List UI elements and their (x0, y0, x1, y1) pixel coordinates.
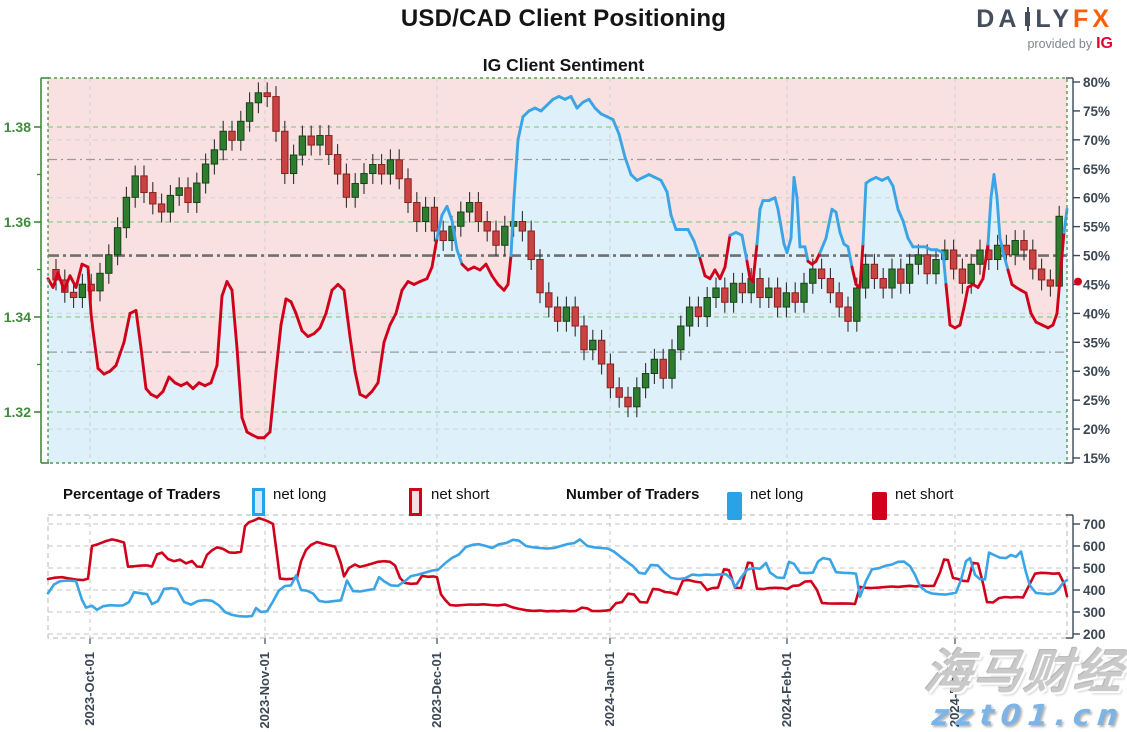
net-long-line-swatch (727, 492, 742, 520)
svg-text:30%: 30% (1083, 364, 1110, 379)
svg-text:60%: 60% (1083, 191, 1110, 206)
svg-text:2024-Feb-01: 2024-Feb-01 (779, 652, 794, 727)
sentiment-line-layer (46, 95, 1069, 440)
svg-text:40%: 40% (1083, 306, 1110, 321)
svg-text:700: 700 (1083, 517, 1106, 532)
logo-text-fx: FX (1073, 5, 1113, 33)
axes-layer: 1.38 1.36 1.34 1.32 80% 75% 70% 65% 60% 55% 50% 45%… (4, 75, 1110, 466)
sentiment-fill-layer (48, 78, 1067, 463)
svg-text:75%: 75% (1083, 104, 1110, 119)
svg-text:70%: 70% (1083, 133, 1110, 148)
svg-text:80%: 80% (1083, 75, 1110, 90)
svg-text:50%: 50% (1083, 249, 1110, 264)
svg-text:1.32: 1.32 (4, 404, 31, 420)
svg-text:600: 600 (1083, 539, 1106, 554)
legend-title-number: Number of Traders (566, 485, 700, 503)
legend: Percentage of Traders net long net short… (0, 480, 1127, 520)
chart-subtitle: IG Client Sentiment (482, 55, 645, 75)
legend-title-percentage: Percentage of Traders (63, 485, 221, 503)
svg-text:2023-Dec-01: 2023-Dec-01 (429, 652, 444, 728)
svg-text:45%: 45% (1083, 277, 1110, 292)
net-short-line-swatch (872, 492, 887, 520)
svg-text:300: 300 (1083, 605, 1106, 620)
net-short-box-swatch (409, 488, 422, 516)
provided-by: provided by IG (1027, 35, 1113, 52)
logo-text-ly: LY (1035, 5, 1074, 33)
svg-text:1.36: 1.36 (4, 214, 31, 230)
gridlines-layer (48, 78, 1067, 463)
svg-text:200: 200 (1083, 627, 1106, 642)
legend-net-short-num: net short (895, 485, 954, 503)
legend-net-long-num: net long (750, 485, 804, 503)
date-labels-layer: 2023-Oct-01 2023-Nov-01 2023-Dec-01 2024-Ja… (82, 652, 962, 729)
candlestick-i-icon (1025, 7, 1031, 31)
svg-text:400: 400 (1083, 583, 1106, 598)
legend-net-long-pct: net long (273, 485, 327, 503)
legend-net-short-pct: net short (431, 485, 490, 503)
candles-layer (52, 82, 1063, 418)
svg-text:2023-Nov-01: 2023-Nov-01 (257, 652, 272, 729)
logo-text-da: DA (976, 5, 1021, 33)
svg-text:500: 500 (1083, 561, 1106, 576)
svg-text:20%: 20% (1083, 422, 1110, 437)
svg-text:2023-Oct-01: 2023-Oct-01 (82, 652, 97, 726)
net-long-box-swatch (252, 488, 265, 516)
dailyfx-logo: DA LY FX provided by IG (976, 6, 1113, 53)
svg-text:1.34: 1.34 (4, 309, 31, 325)
svg-text:2024-Jan-01: 2024-Jan-01 (602, 652, 617, 726)
dailyfx-wordmark: DA LY FX (976, 6, 1113, 32)
svg-text:25%: 25% (1083, 393, 1110, 408)
traders-panel-layer: 700 600 500 400 300 200 (46, 514, 1106, 644)
svg-text:35%: 35% (1083, 335, 1110, 350)
ig-logo: IG (1096, 35, 1113, 52)
svg-text:2024-Mar-01: 2024-Mar-01 (947, 652, 962, 727)
svg-text:65%: 65% (1083, 162, 1110, 177)
page-title: USD/CAD Client Positioning (400, 5, 727, 32)
svg-text:55%: 55% (1083, 220, 1110, 235)
svg-text:15%: 15% (1083, 451, 1110, 466)
svg-text:1.38: 1.38 (4, 119, 31, 135)
